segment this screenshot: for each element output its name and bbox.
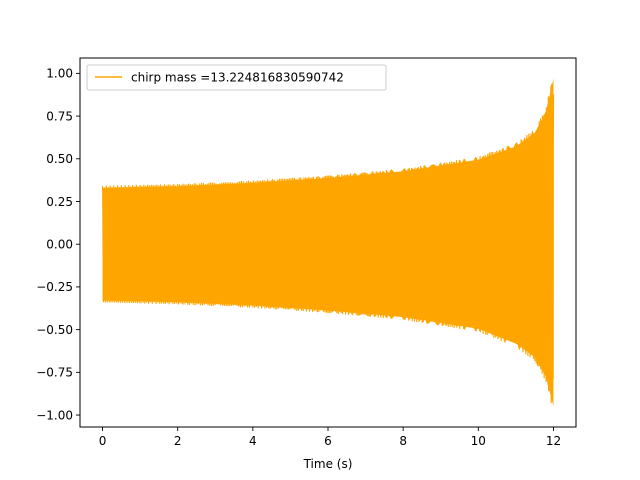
y-tick-label: 0.75 bbox=[46, 109, 73, 123]
x-axis: 0 2 4 6 8 10 12 bbox=[99, 427, 561, 448]
x-tick-label: 12 bbox=[546, 434, 561, 448]
x-axis-label: Time (s) bbox=[303, 457, 353, 471]
chirp-series-band bbox=[102, 78, 554, 407]
y-tick-label: 1.00 bbox=[46, 67, 73, 81]
y-tick-label: 0.00 bbox=[46, 238, 73, 252]
y-tick-label: −0.75 bbox=[36, 366, 73, 380]
x-tick-label: 6 bbox=[324, 434, 332, 448]
x-tick-label: 0 bbox=[99, 434, 107, 448]
y-tick-label: −0.25 bbox=[36, 280, 73, 294]
y-axis: −1.00 −0.75 −0.50 −0.25 0.00 0.25 0.50 0.75 1.00 bbox=[36, 67, 80, 422]
legend: chirp mass =13.224816830590742 bbox=[86, 64, 387, 91]
axes-frame bbox=[79, 57, 577, 428]
y-tick-label: −0.50 bbox=[36, 323, 73, 337]
y-tick-label: 0.25 bbox=[46, 195, 73, 209]
x-tick-label: 2 bbox=[174, 434, 182, 448]
x-tick-label: 4 bbox=[249, 434, 257, 448]
legend-label: chirp mass =13.224816830590742 bbox=[131, 71, 344, 85]
legend-box bbox=[86, 64, 387, 91]
y-tick-label: 0.50 bbox=[46, 152, 73, 166]
x-tick-label: 8 bbox=[399, 434, 407, 448]
x-tick-label: 10 bbox=[471, 434, 486, 448]
plot-area bbox=[101, 78, 555, 407]
y-tick-label: −1.00 bbox=[36, 408, 73, 422]
